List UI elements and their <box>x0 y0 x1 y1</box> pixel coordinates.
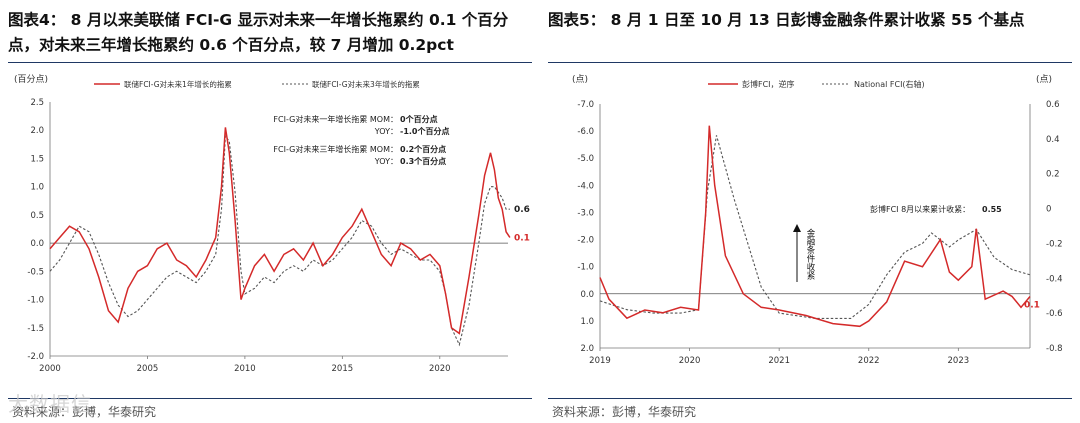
left-y-tick-label: 0.5 <box>30 211 44 221</box>
right-chart-right-tick-label: 0.2 <box>1046 170 1060 180</box>
right-source-note: 资料来源：彭博，华泰研究 <box>552 405 697 419</box>
annotation-value: -1.0个百分点 <box>400 126 450 136</box>
right-chart-right-tick-label: -0.8 <box>1046 344 1063 354</box>
left-x-tick-label: 2000 <box>39 364 61 374</box>
right-x-tick-label: 2022 <box>858 356 880 366</box>
right-figure-panel: 图表5： 8 月 1 日至 10 月 13 日彭博金融条件累计收紧 55 个基点… <box>540 0 1080 423</box>
left-y-tick-label: -2.0 <box>27 352 44 362</box>
left-x-tick-label: 2010 <box>234 364 256 374</box>
right-chart-left-tick-label: 0.0 <box>580 290 594 300</box>
right-chart-right-tick-label: 0 <box>1046 205 1051 215</box>
right-y-axis-unit-left: (点) <box>572 74 588 85</box>
right-chart: (点) (点) -7.0 -6.0 -5.0 -4.0 -3.0 -2.0 -1.0 0.0 1.0… <box>572 74 1063 366</box>
right-chart-left-tick-label: -4.0 <box>577 181 594 191</box>
right-chart-right-tick-label: -0.6 <box>1046 309 1063 319</box>
left-y-tick-label: 2.5 <box>30 98 44 108</box>
right-chart-left-tick-label: -2.0 <box>577 236 594 246</box>
left-x-tick-label: 2015 <box>332 364 354 374</box>
annotation-label: 彭博FCI 8月以来累计收紧： <box>870 204 970 214</box>
annotation-label: YOY： <box>374 157 398 166</box>
right-x-tick-label: 2023 <box>948 356 970 366</box>
annotation-value: 0.2个百分点 <box>400 144 446 154</box>
left-y-tick-label: -1.0 <box>27 296 44 306</box>
left-y-tick-label: 0.0 <box>30 239 44 249</box>
left-figure-title: 图表4： 8 月以来美联储 FCI-G 显示对未来一年增长拖累约 0.1 个百分… <box>8 11 509 54</box>
right-x-tick-label: 2019 <box>589 356 611 366</box>
annotation-label: YOY： <box>374 127 398 136</box>
right-x-tick-label: 2020 <box>679 356 701 366</box>
left-y-axis-unit: (百分点) <box>14 74 48 85</box>
right-top-rule <box>548 62 1072 63</box>
annotation-value: 0.55 <box>982 205 1002 214</box>
left-y-tick-label: -1.5 <box>27 324 44 334</box>
left-chart: (百分点) 2.5 2.0 1.5 1.0 0.5 0.0 -0.5 -1.0 -1.5 -2.0 2… <box>14 74 530 374</box>
right-x-tick-label: 2021 <box>768 356 790 366</box>
series-line-three-year <box>49 134 510 347</box>
annotation-value: 0.3个百分点 <box>400 156 446 166</box>
series-line-bloomberg-fci <box>599 125 1031 328</box>
series-line-national-fci <box>599 135 1031 319</box>
left-bottom-rule <box>8 398 532 399</box>
right-chart-left-tick-label: -1.0 <box>577 263 594 273</box>
annotation-value: 0个百分点 <box>400 114 438 124</box>
tightening-arrow-label: 金融条件收紧 <box>805 228 815 280</box>
right-bottom-rule <box>548 398 1072 399</box>
end-label-one-year: 0.1 <box>514 233 530 243</box>
right-chart-left-tick-label: -6.0 <box>577 127 594 137</box>
right-chart-left-tick-label: -3.0 <box>577 208 594 218</box>
legend-label-one-year: 联储FCI-G对未来1年增长的拖累 <box>124 79 232 89</box>
left-top-rule <box>8 62 532 63</box>
annotation-label: FCI-G对未来三年增长拖累 MOM： <box>273 144 398 154</box>
right-chart-left-tick-label: 1.0 <box>580 317 594 327</box>
left-figure-panel: 图表4： 8 月以来美联储 FCI-G 显示对未来一年增长拖累约 0.1 个百分… <box>8 11 532 419</box>
end-label-bloomberg-fci: 0.1 <box>1024 300 1040 310</box>
legend-label-three-year: 联储FCI-G对未来3年增长的拖累 <box>312 79 420 89</box>
legend-label-bloomberg-fci: 彭博FCI，逆序 <box>742 79 795 89</box>
left-x-tick-label: 2005 <box>137 364 159 374</box>
left-x-tick-label: 2020 <box>429 364 451 374</box>
left-y-tick-label: 1.0 <box>30 183 44 193</box>
right-chart-left-tick-label: -5.0 <box>577 154 594 164</box>
series-line-one-year <box>49 127 511 335</box>
right-y-axis-unit-right: (点) <box>1036 74 1052 85</box>
right-chart-right-tick-label: 0.6 <box>1046 100 1060 110</box>
right-chart-left-tick-label: -7.0 <box>577 100 594 110</box>
right-chart-right-tick-label: -0.2 <box>1046 239 1063 249</box>
tightening-arrow-head <box>793 224 801 232</box>
right-figure-title: 图表5： 8 月 1 日至 10 月 13 日彭博金融条件累计收紧 55 个基点 <box>548 11 1025 29</box>
end-label-three-year: 0.6 <box>514 205 530 215</box>
legend-label-national-fci: National FCI(右轴) <box>854 79 925 89</box>
left-y-tick-label: 2.0 <box>30 126 44 136</box>
left-y-tick-label: 1.5 <box>30 154 44 164</box>
right-chart-right-tick-label: 0.4 <box>1046 135 1060 145</box>
watermark-logo: 大数据信 <box>8 392 92 416</box>
right-chart-left-tick-label: 2.0 <box>580 344 594 354</box>
left-y-tick-label: -0.5 <box>27 267 44 277</box>
right-chart-right-tick-label: -0.4 <box>1046 274 1063 284</box>
left-source-note: 资料来源：彭博，华泰研究 <box>12 405 157 419</box>
annotation-label: FCI-G对未来一年增长拖累 MOM： <box>273 114 398 124</box>
